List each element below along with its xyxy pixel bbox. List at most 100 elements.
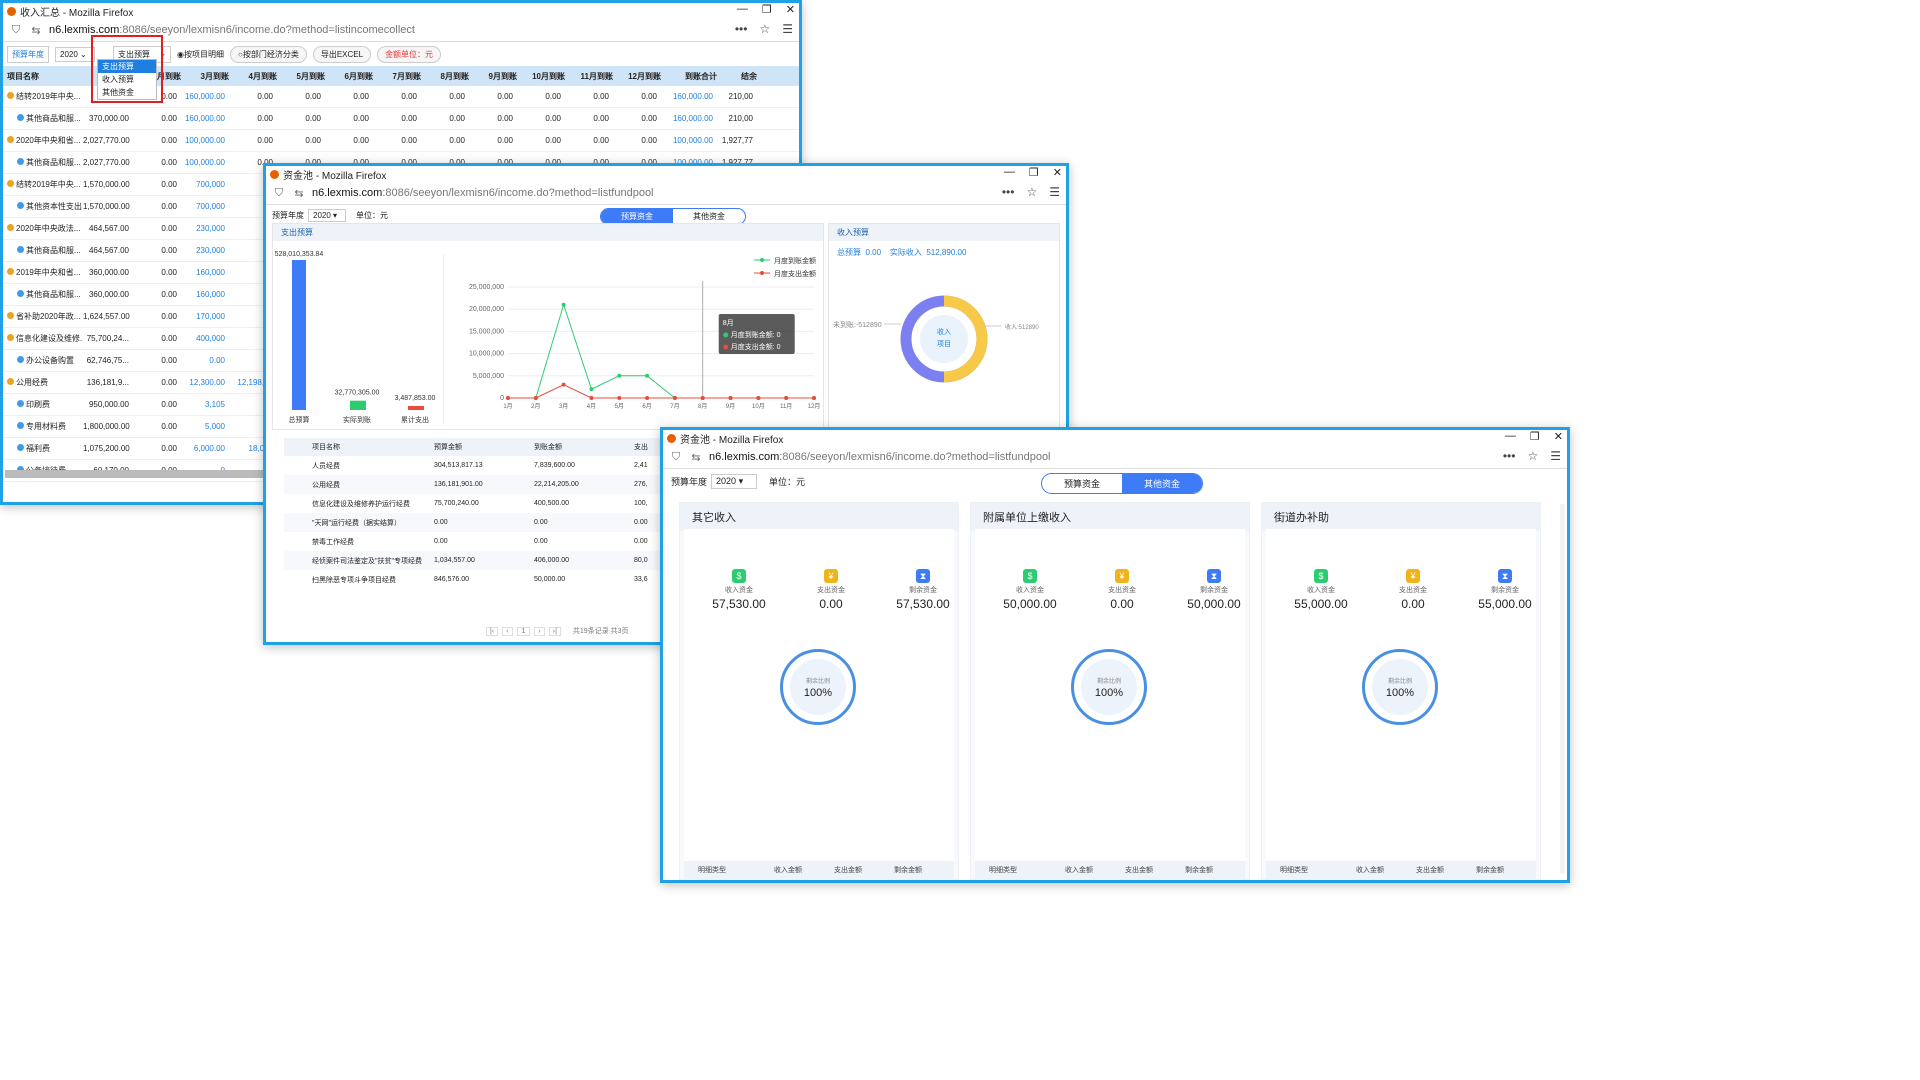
data-point[interactable] xyxy=(561,382,566,387)
url-text[interactable]: n6.lexmis.com:8086/seeyon/lexmisn6/incom… xyxy=(312,187,654,199)
table-cell[interactable]: 3,105 xyxy=(204,400,225,409)
data-point[interactable] xyxy=(617,373,622,378)
budget-bar[interactable] xyxy=(292,260,306,410)
tab-budget-funds[interactable]: 预算资金 xyxy=(1064,479,1101,489)
column-header[interactable]: 5月到账 xyxy=(296,71,325,81)
item-icon[interactable] xyxy=(17,290,24,297)
folder-icon[interactable] xyxy=(7,268,14,275)
next-page-icon[interactable]: › xyxy=(534,626,545,636)
close-icon[interactable]: ✕ xyxy=(785,4,795,16)
column-header[interactable]: 3月到账 xyxy=(200,71,229,81)
dropdown-option[interactable]: 收入预算 xyxy=(102,75,134,84)
star-icon[interactable]: ☆ xyxy=(759,22,771,36)
column-header[interactable]: 7月到账 xyxy=(392,71,421,81)
column-header[interactable]: 项目名称 xyxy=(7,71,39,81)
folder-icon[interactable] xyxy=(7,378,14,385)
table-cell[interactable]: 5,000 xyxy=(204,422,225,431)
table-cell[interactable]: 12,300.00 xyxy=(189,378,225,387)
item-icon[interactable] xyxy=(17,246,24,253)
column-header[interactable]: 4月到账 xyxy=(248,71,277,81)
table-cell[interactable]: 100,000.00 xyxy=(661,158,717,167)
legend-label[interactable]: 月度到账金额 xyxy=(774,256,816,265)
column-header[interactable]: 2月到账 xyxy=(152,71,181,81)
table-cell[interactable]: 160,000.00 xyxy=(184,92,225,101)
minimize-icon[interactable]: — xyxy=(1504,430,1516,442)
dropdown-option[interactable]: 其他资金 xyxy=(102,88,134,97)
radio-by-item[interactable]: ◉按项目明细 xyxy=(177,49,224,59)
year-select[interactable]: 2020 ▾ xyxy=(711,473,758,489)
url-bar[interactable]: ⛉ ⇆ n6.lexmis.com:8086/seeyon/lexmisn6/i… xyxy=(266,182,1066,205)
data-point[interactable] xyxy=(728,396,733,400)
data-point[interactable] xyxy=(812,396,816,400)
star-icon[interactable]: ☆ xyxy=(1527,449,1539,463)
data-point[interactable] xyxy=(700,396,705,400)
more-icon[interactable]: ••• xyxy=(734,22,748,36)
folder-icon[interactable] xyxy=(7,136,14,143)
item-icon[interactable] xyxy=(17,400,24,407)
export-excel-button[interactable]: 导出EXCEL xyxy=(312,45,372,63)
column-header[interactable]: 6月到账 xyxy=(344,71,373,81)
budget-bar[interactable] xyxy=(350,400,366,410)
year-select[interactable]: 2020 ▾ xyxy=(308,208,346,222)
item-icon[interactable] xyxy=(17,356,24,363)
folder-icon[interactable] xyxy=(7,224,14,231)
item-icon[interactable] xyxy=(17,114,24,121)
table-cell[interactable]: 160,000.00 xyxy=(672,92,713,101)
url-bar[interactable]: ⛉ ⇆ n6.lexmis.com:8086/seeyon/lexmisn6/i… xyxy=(663,446,1567,469)
restore-icon[interactable]: ❐ xyxy=(1529,431,1540,443)
restore-icon[interactable]: ❐ xyxy=(1028,167,1039,179)
table-cell[interactable]: 160,000.00 xyxy=(184,114,225,123)
item-icon[interactable] xyxy=(17,444,24,451)
column-header[interactable]: 11月到账 xyxy=(580,71,613,81)
minimize-icon[interactable]: — xyxy=(1003,166,1015,178)
data-point[interactable] xyxy=(533,396,538,400)
first-page-icon[interactable]: |‹ xyxy=(486,626,499,636)
table-cell[interactable]: 230,000 xyxy=(196,224,225,233)
url-bar[interactable]: ⛉ ⇆ n6.lexmis.com:8086/seeyon/lexmisn6/i… xyxy=(3,19,799,42)
more-icon[interactable]: ••• xyxy=(1001,185,1015,199)
budget-bar[interactable] xyxy=(408,406,424,410)
data-point[interactable] xyxy=(784,396,789,400)
folder-icon[interactable] xyxy=(7,180,14,187)
item-icon[interactable] xyxy=(17,202,24,209)
table-cell[interactable]: 100,000.00 xyxy=(184,158,225,167)
column-header[interactable]: 9月到账 xyxy=(488,71,517,81)
vertical-scrollbar[interactable] xyxy=(1560,504,1565,874)
data-point[interactable] xyxy=(672,396,677,400)
last-page-icon[interactable]: ›| xyxy=(548,626,561,636)
table-cell[interactable]: 160,000.00 xyxy=(672,114,713,123)
star-icon[interactable]: ☆ xyxy=(1026,185,1038,199)
column-header[interactable]: 到账合计 xyxy=(685,71,717,81)
table-cell[interactable]: 100,000.00 xyxy=(672,136,713,145)
table-row[interactable]: 结转2019年中央... 0.00 0.00 160,000.00 0.00 0.00 0.… xyxy=(3,86,799,108)
dropdown-option[interactable]: 支出预算 xyxy=(98,60,156,73)
restore-icon[interactable]: ❐ xyxy=(761,4,772,16)
menu-icon[interactable]: ☰ xyxy=(1049,185,1060,199)
table-row[interactable]: 其他商品和服... 370,000.00 0.00 160,000.00 0.00 0.0… xyxy=(3,108,799,130)
more-icon[interactable]: ••• xyxy=(1502,449,1516,463)
url-text[interactable]: n6.lexmis.com:8086/seeyon/lexmisn6/incom… xyxy=(49,24,415,36)
table-row[interactable]: 2020年中央和省... 2,027,770.00 0.00 100,000.00 0.… xyxy=(3,130,799,152)
menu-icon[interactable]: ☰ xyxy=(1550,449,1561,463)
data-point[interactable] xyxy=(617,396,622,400)
table-cell[interactable]: 700,000 xyxy=(196,180,225,189)
tab-other-funds[interactable]: 其他资金 xyxy=(1122,474,1203,493)
folder-icon[interactable] xyxy=(7,92,14,99)
table-cell[interactable]: 170,000 xyxy=(196,312,225,321)
data-point[interactable] xyxy=(561,302,566,307)
data-point[interactable] xyxy=(589,387,594,392)
data-point[interactable] xyxy=(645,396,650,400)
prev-page-icon[interactable]: ‹ xyxy=(502,626,513,636)
table-cell[interactable]: 160,000 xyxy=(196,268,225,277)
table-cell[interactable]: 100,000.00 xyxy=(184,136,225,145)
data-point[interactable] xyxy=(645,373,650,378)
tab-budget-funds[interactable]: 预算资金 xyxy=(601,209,673,224)
menu-icon[interactable]: ☰ xyxy=(782,22,793,36)
column-header[interactable]: 12月到账 xyxy=(628,71,661,81)
folder-icon[interactable] xyxy=(7,312,14,319)
table-cell[interactable]: 6,000.00 xyxy=(193,444,225,453)
tab-other-funds[interactable]: 其他资金 xyxy=(693,212,725,221)
column-header[interactable]: 10月到账 xyxy=(532,71,565,81)
page-input[interactable]: 1 xyxy=(516,626,531,636)
table-cell[interactable]: 400,000 xyxy=(196,334,225,343)
